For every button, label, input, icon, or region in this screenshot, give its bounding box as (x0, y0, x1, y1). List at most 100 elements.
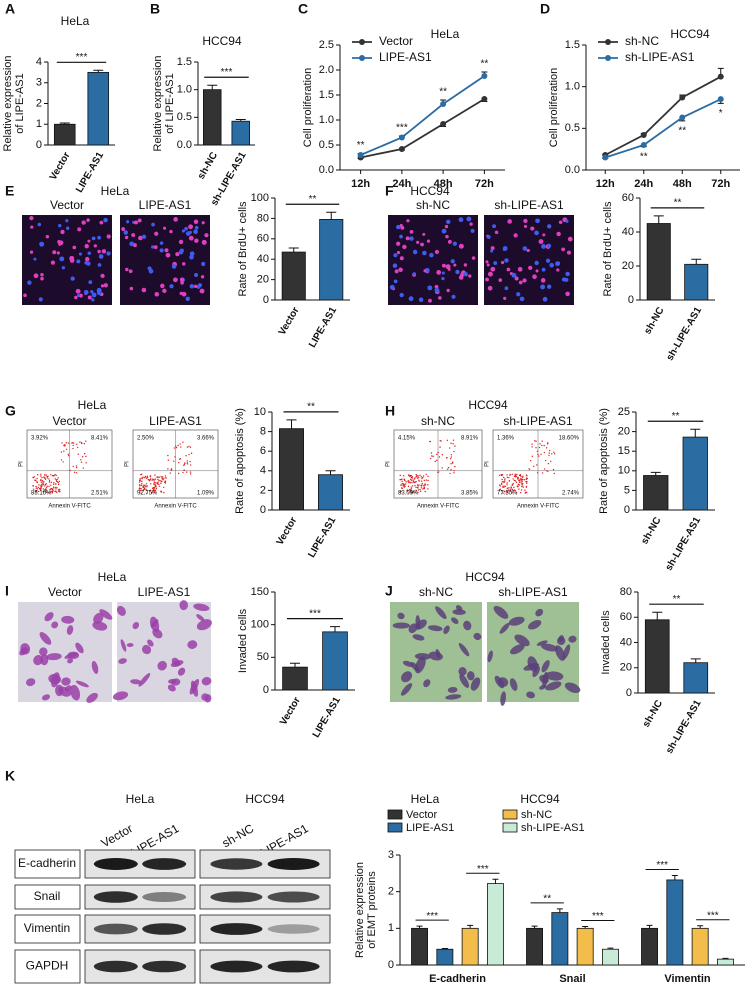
cell (423, 269, 427, 273)
event (150, 478, 152, 480)
cell (530, 226, 535, 231)
event (42, 490, 44, 493)
cell (123, 230, 129, 235)
cell (129, 286, 134, 291)
event (431, 455, 433, 457)
event (429, 440, 432, 443)
event (506, 490, 508, 492)
event (450, 456, 453, 458)
image-label: LIPE-AS1 (139, 198, 192, 212)
event (547, 470, 549, 472)
event (72, 444, 74, 447)
event (511, 473, 513, 476)
event (418, 484, 420, 486)
cell (78, 252, 82, 256)
cell (159, 248, 164, 253)
event (512, 482, 515, 485)
event (174, 456, 176, 458)
cell (565, 219, 569, 223)
event (186, 460, 188, 462)
y-tick-label: 0.0 (565, 164, 580, 176)
cell (201, 677, 212, 686)
cell (39, 647, 48, 656)
event (425, 473, 427, 475)
event (46, 477, 49, 479)
cell (408, 296, 414, 302)
event (57, 477, 59, 479)
cell (490, 266, 496, 272)
legend-label: Vector (406, 809, 438, 821)
bar (231, 120, 250, 146)
event (56, 491, 58, 494)
y-tick-label: 1.5 (177, 56, 192, 68)
event (63, 444, 65, 447)
event (425, 479, 428, 481)
event (190, 452, 193, 454)
event (412, 480, 415, 483)
event (179, 443, 181, 445)
event (417, 489, 420, 491)
event (408, 492, 410, 494)
event (513, 486, 515, 489)
event (439, 446, 441, 448)
cell (522, 246, 528, 251)
cell (61, 615, 75, 624)
cell (162, 226, 167, 230)
cell (441, 263, 446, 268)
event (32, 476, 34, 479)
event (415, 489, 417, 492)
cell (469, 222, 473, 226)
event (56, 478, 58, 481)
cell (396, 241, 401, 246)
cell (459, 674, 470, 688)
quadrant-value: 1.36% (497, 436, 515, 442)
y-tick-label: 60 (622, 192, 634, 204)
cell (492, 224, 497, 229)
event (153, 481, 155, 483)
quadrant-value: 8.41% (91, 436, 109, 442)
cell (189, 679, 200, 695)
cell (409, 230, 414, 234)
cell (511, 272, 517, 278)
cell (412, 634, 425, 641)
event (46, 475, 48, 478)
event (522, 486, 525, 488)
event (83, 442, 86, 445)
event (453, 472, 455, 474)
event (40, 481, 43, 483)
event (417, 479, 420, 481)
cell (164, 248, 169, 253)
event (534, 440, 536, 442)
event (43, 481, 45, 483)
event (550, 460, 552, 462)
y-tick-label: 2.0 (319, 64, 334, 76)
flow-title: HeLa (78, 398, 107, 412)
cell (169, 284, 174, 289)
cell (466, 671, 475, 681)
event (427, 484, 429, 486)
legend-marker (359, 39, 365, 45)
image-label: Vector (50, 198, 84, 212)
cell (103, 217, 108, 223)
panel-letter: J (385, 583, 393, 599)
cell (523, 224, 528, 228)
error-bar (671, 875, 678, 880)
event (553, 452, 556, 455)
event (50, 484, 52, 486)
row-label: E-cadherin (18, 856, 76, 870)
significance: ** (640, 151, 648, 162)
cell (65, 219, 69, 223)
event (50, 474, 52, 476)
x-tick-label: 12h (596, 178, 615, 190)
bar (486, 883, 504, 966)
cell (86, 261, 91, 266)
cell (147, 639, 154, 647)
legend-title: HCC94 (520, 792, 560, 806)
error-bar (652, 611, 663, 620)
event (407, 489, 409, 491)
cell (52, 250, 57, 255)
event (436, 459, 438, 462)
event (522, 476, 524, 479)
y-tick-label: 15 (618, 445, 630, 457)
event (44, 485, 46, 487)
